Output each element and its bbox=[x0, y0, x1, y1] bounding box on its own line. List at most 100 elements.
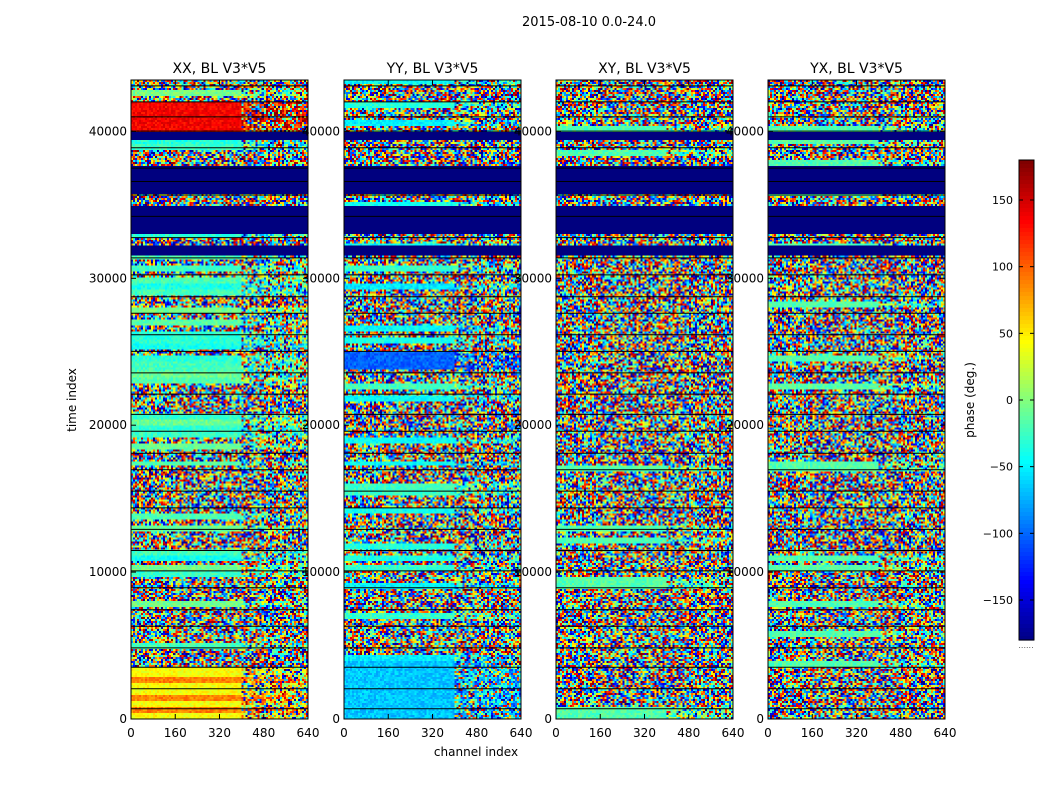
figure-title: 2015-08-10 0.0-24.0 bbox=[522, 15, 656, 30]
y-tick-label: 40000 bbox=[302, 124, 340, 138]
colorbar-segment bbox=[1019, 304, 1034, 309]
colorbar-segment bbox=[1019, 548, 1034, 553]
colorbar-segment bbox=[1019, 496, 1034, 501]
colorbar-segment bbox=[1019, 380, 1034, 385]
y-tick-label: 0 bbox=[332, 712, 340, 726]
colorbar-segment bbox=[1019, 572, 1034, 577]
colorbar-segment bbox=[1019, 324, 1034, 329]
x-tick-label: 480 bbox=[465, 726, 488, 740]
colorbar-segment bbox=[1019, 212, 1034, 217]
colorbar-segment bbox=[1019, 260, 1034, 265]
colorbar-segment bbox=[1019, 464, 1034, 469]
colorbar-segment bbox=[1019, 340, 1034, 345]
colorbar-segment bbox=[1019, 196, 1034, 201]
colorbar-segment bbox=[1019, 608, 1034, 613]
colorbar-segment bbox=[1019, 492, 1034, 497]
y-tick-label: 0 bbox=[756, 712, 764, 726]
colorbar-tick-label: 50 bbox=[999, 327, 1013, 340]
x-tick-label: 160 bbox=[801, 726, 824, 740]
colorbar-segment bbox=[1019, 336, 1034, 341]
y-tick-label: 30000 bbox=[302, 271, 340, 285]
colorbar-segment bbox=[1019, 432, 1034, 437]
panel-title: YY, BL V3*V5 bbox=[386, 61, 479, 77]
colorbar-segment bbox=[1019, 200, 1034, 205]
colorbar-segment bbox=[1019, 168, 1034, 173]
colorbar-segment bbox=[1019, 372, 1034, 377]
colorbar-segment bbox=[1019, 584, 1034, 589]
colorbar-tick-label: 150 bbox=[992, 194, 1013, 207]
colorbar-segment bbox=[1019, 416, 1034, 421]
colorbar-segment bbox=[1019, 264, 1034, 269]
x-tick-label: 640 bbox=[722, 726, 745, 740]
y-tick-label: 10000 bbox=[302, 565, 340, 579]
colorbar-segment bbox=[1019, 252, 1034, 257]
colorbar-segment bbox=[1019, 560, 1034, 565]
colorbar-segment bbox=[1019, 500, 1034, 505]
colorbar-segment bbox=[1019, 224, 1034, 229]
colorbar-segment bbox=[1019, 420, 1034, 425]
x-tick-label: 320 bbox=[208, 726, 231, 740]
colorbar-segment bbox=[1019, 392, 1034, 397]
colorbar-segment bbox=[1019, 228, 1034, 233]
x-tick-label: 320 bbox=[421, 726, 444, 740]
colorbar-segment bbox=[1019, 468, 1034, 473]
colorbar-segment bbox=[1019, 592, 1034, 597]
colorbar-segment bbox=[1019, 400, 1034, 405]
y-axis-label: time index bbox=[65, 368, 79, 432]
y-tick-label: 10000 bbox=[514, 565, 552, 579]
x-tick-label: 640 bbox=[510, 726, 533, 740]
y-tick-label: 40000 bbox=[514, 124, 552, 138]
colorbar-segment bbox=[1019, 624, 1034, 629]
colorbar-segment bbox=[1019, 440, 1034, 445]
x-tick-label: 480 bbox=[252, 726, 275, 740]
colorbar-segment bbox=[1019, 376, 1034, 381]
colorbar-segment bbox=[1019, 504, 1034, 509]
colorbar-segment bbox=[1019, 356, 1034, 361]
colorbar-segment bbox=[1019, 596, 1034, 601]
colorbar-segment bbox=[1019, 460, 1034, 465]
x-tick-label: 640 bbox=[934, 726, 957, 740]
colorbar-segment bbox=[1019, 632, 1034, 637]
x-tick-label: 480 bbox=[677, 726, 700, 740]
x-tick-label: 320 bbox=[633, 726, 656, 740]
heatmap-yx bbox=[768, 80, 945, 719]
colorbar-segment bbox=[1019, 276, 1034, 281]
colorbar-extra-label: ...... bbox=[1018, 641, 1033, 650]
colorbar-segment bbox=[1019, 344, 1034, 349]
colorbar-segment bbox=[1019, 480, 1034, 485]
x-axis-label: channel index bbox=[434, 745, 518, 759]
colorbar-tick-label: −100 bbox=[983, 527, 1013, 540]
colorbar-segment bbox=[1019, 556, 1034, 561]
colorbar-segment bbox=[1019, 184, 1034, 189]
colorbar-segment bbox=[1019, 240, 1034, 245]
colorbar-segment bbox=[1019, 404, 1034, 409]
colorbar-segment bbox=[1019, 320, 1034, 325]
colorbar-segment bbox=[1019, 216, 1034, 221]
x-tick-label: 160 bbox=[589, 726, 612, 740]
y-tick-label: 0 bbox=[544, 712, 552, 726]
colorbar-segment bbox=[1019, 384, 1034, 389]
colorbar-segment bbox=[1019, 604, 1034, 609]
y-tick-label: 30000 bbox=[89, 271, 127, 285]
colorbar-segment bbox=[1019, 180, 1034, 185]
y-tick-label: 30000 bbox=[514, 271, 552, 285]
colorbar-segment bbox=[1019, 524, 1034, 529]
colorbar-segment bbox=[1019, 244, 1034, 249]
x-tick-label: 0 bbox=[127, 726, 135, 740]
x-tick-label: 480 bbox=[889, 726, 912, 740]
colorbar-segment bbox=[1019, 488, 1034, 493]
y-tick-label: 40000 bbox=[89, 124, 127, 138]
colorbar-segment bbox=[1019, 164, 1034, 169]
colorbar-segment bbox=[1019, 540, 1034, 545]
y-tick-label: 10000 bbox=[726, 565, 764, 579]
colorbar-tick-label: 0 bbox=[1006, 394, 1013, 407]
colorbar-segment bbox=[1019, 352, 1034, 357]
colorbar-segment bbox=[1019, 248, 1034, 253]
colorbar-segment bbox=[1019, 308, 1034, 313]
colorbar-segment bbox=[1019, 364, 1034, 369]
colorbar-segment bbox=[1019, 368, 1034, 373]
x-tick-label: 0 bbox=[764, 726, 772, 740]
y-tick-label: 20000 bbox=[726, 418, 764, 432]
colorbar-segment bbox=[1019, 544, 1034, 549]
